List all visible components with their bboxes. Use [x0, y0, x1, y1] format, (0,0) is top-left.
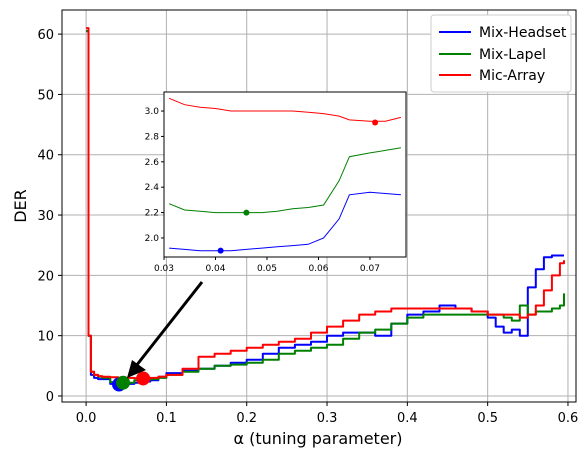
y-tick-label: 0: [46, 390, 54, 405]
inset-optimum-marker: [217, 247, 224, 254]
y-tick-label: 50: [37, 88, 54, 103]
inset-optimum-marker: [243, 209, 250, 216]
inset-x-tick-label: 0.05: [257, 264, 277, 274]
inset-y-tick-label: 2.0: [145, 234, 160, 244]
inset-y-tick-label: 2.4: [145, 183, 160, 193]
main-ticks: 0.0 0.1 0.2 0.3 0.4 0.5 0.6 0 10 20 30 40 50 60: [37, 28, 578, 426]
optimum-marker: [116, 375, 131, 390]
inset-chart: 0.03 0.04 0.05 0.06 0.07 2.0 2.2 2.4 2.6 2.8 3.0: [145, 91, 407, 274]
y-tick-label: 40: [37, 149, 54, 164]
inset-series-line-mix-headset: [169, 191, 401, 252]
legend-label-mix-headset: Mix-Headset: [479, 25, 567, 41]
plot-frame: [61, 9, 577, 403]
zoom-arrow: [127, 281, 204, 378]
legend-box: [430, 14, 572, 93]
inset-x-tick-label: 0.04: [205, 264, 225, 274]
y-tick-label: 20: [37, 269, 54, 284]
zoom-arrow-head: [127, 360, 146, 378]
inset-x-tick-label: 0.03: [154, 264, 174, 274]
x-tick-label: 0.2: [236, 411, 257, 426]
y-tick-label: 60: [37, 28, 54, 43]
inset-y-tick-label: 2.6: [145, 158, 160, 168]
series-line-mic-array: [86, 27, 565, 380]
inset-y-tick-label: 2.8: [145, 132, 160, 142]
x-tick-label: 0.3: [317, 411, 338, 426]
y-axis-label: DER: [11, 189, 30, 223]
x-tick-label: 0.6: [558, 411, 579, 426]
y-tick-label: 10: [37, 330, 54, 345]
legend: Mix-Headset Mix-Lapel Mic-Array: [430, 14, 572, 93]
main-markers: [112, 371, 151, 392]
zoom-arrow-shaft: [134, 281, 204, 367]
inset-series-line-mic-array: [168, 97, 402, 122]
inset-background: [164, 92, 406, 257]
inset-frame: [163, 91, 407, 258]
inset-x-tick-label: 0.06: [308, 264, 328, 274]
inset-series-line-mix-lapel: [168, 147, 401, 214]
x-tick-label: 0.4: [397, 411, 418, 426]
y-tick-label: 30: [37, 209, 54, 224]
legend-label-mic-array: Mic-Array: [479, 68, 545, 84]
x-tick-label: 0.1: [156, 411, 177, 426]
x-tick-label: 0.5: [477, 411, 498, 426]
x-axis-label: α (tuning parameter): [234, 429, 403, 448]
inset-markers: [217, 119, 379, 254]
legend-label-mix-lapel: Mix-Lapel: [479, 47, 546, 63]
inset-optimum-marker: [372, 119, 379, 126]
inset-y-tick-label: 3.0: [145, 107, 160, 117]
inset-y-tick-label: 2.2: [145, 209, 159, 219]
optimum-marker: [136, 371, 151, 386]
inset-series: [168, 97, 402, 252]
inset-ticks: 0.03 0.04 0.05 0.06 0.07 2.0 2.2 2.4 2.6 2.8 3.0: [145, 107, 380, 274]
inset-x-tick-label: 0.07: [360, 264, 380, 274]
x-tick-label: 0.0: [76, 411, 97, 426]
